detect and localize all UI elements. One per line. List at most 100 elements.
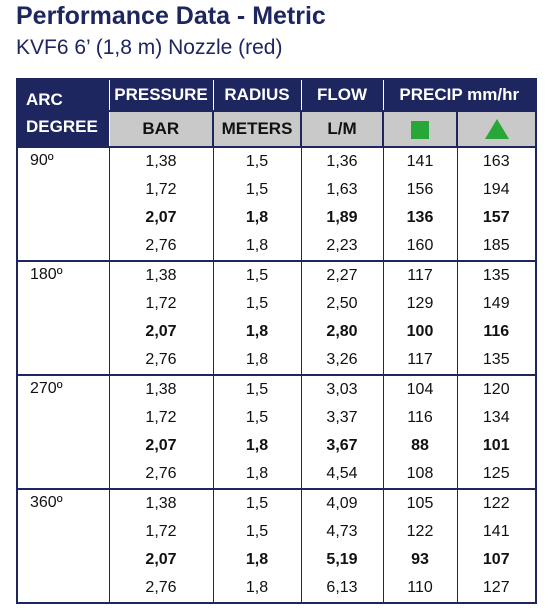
data-cell: 149: [456, 290, 537, 318]
data-cell: 2,07: [108, 204, 213, 232]
data-cell: 1,38: [108, 260, 213, 290]
data-row: 1,72 1,5 4,73 122 141: [17, 518, 537, 546]
data-cell: 108: [382, 460, 457, 489]
data-cell: 1,8: [212, 232, 301, 261]
triangle-header: [456, 110, 538, 148]
column-header: FLOW: [300, 78, 384, 112]
data-cell: 1,5: [212, 374, 301, 404]
arc-cell: 270º: [16, 374, 109, 489]
column-header: RADIUS: [212, 78, 302, 112]
data-cell: 125: [456, 460, 537, 489]
data-cell: 194: [456, 176, 537, 204]
data-row: 2,07 1,8 3,67 88 101: [17, 432, 537, 460]
title: Performance Data - Metric: [16, 2, 326, 30]
data-row: 1,72 1,5 1,63 156 194: [17, 176, 537, 204]
arc-cell: 90º: [16, 146, 109, 261]
data-row: 360º 1,38 1,5 4,09 105 122: [16, 488, 537, 603]
data-cell: 3,67: [300, 432, 383, 460]
data-cell: 1,72: [108, 176, 213, 204]
data-cell: 2,07: [108, 318, 213, 346]
data-cell: 2,07: [108, 432, 213, 460]
data-cell: 1,72: [108, 290, 213, 318]
data-cell: 185: [456, 232, 537, 261]
data-cell: 100: [382, 318, 457, 346]
data-cell: 136: [382, 204, 457, 232]
square-header: [382, 110, 458, 148]
column-header: PRESSURE: [108, 78, 214, 112]
arc-cell: 180º: [16, 260, 109, 375]
unit-header: METERS: [212, 110, 302, 148]
data-cell: 1,38: [108, 488, 213, 518]
unit-header: L/M: [300, 110, 384, 148]
data-cell: 6,13: [300, 574, 383, 603]
data-cell: 1,72: [108, 404, 213, 432]
data-cell: 1,38: [108, 374, 213, 404]
arc-label: ARC: [26, 90, 63, 109]
data-cell: 122: [456, 488, 537, 518]
data-row: 2,07 1,8 1,89 136 157: [17, 204, 537, 232]
data-cell: 141: [456, 518, 537, 546]
data-cell: 1,8: [212, 546, 301, 574]
data-cell: 141: [382, 146, 457, 176]
unit-header: BAR: [108, 110, 214, 148]
data-cell: 1,5: [212, 146, 301, 176]
data-cell: 1,8: [212, 318, 301, 346]
unit-row: BAR METERS L/M: [17, 110, 538, 148]
data-cell: 3,37: [300, 404, 383, 432]
arc-cell: 360º: [16, 488, 109, 603]
data-cell: 2,27: [300, 260, 383, 290]
data-cell: 3,03: [300, 374, 383, 404]
data-cell: 157: [456, 204, 537, 232]
data-cell: 1,5: [212, 260, 301, 290]
data-cell: 4,09: [300, 488, 383, 518]
data-cell: 88: [382, 432, 457, 460]
data-cell: 1,72: [108, 518, 213, 546]
header-row: ARC DEGREE PRESSURE RADIUS FLOW PRECIP mm…: [16, 78, 537, 148]
data-row: 2,76 1,8 3,26 117 135: [17, 346, 537, 375]
data-row: 2,07 1,8 2,80 100 116: [17, 318, 537, 346]
data-row: 2,76 1,8 4,54 108 125: [17, 460, 537, 489]
data-cell: 107: [456, 546, 537, 574]
data-row: 1,72 1,5 2,50 129 149: [17, 290, 537, 318]
data-cell: 2,50: [300, 290, 383, 318]
data-cell: 129: [382, 290, 457, 318]
data-cell: 2,76: [108, 346, 213, 375]
data-cell: 101: [456, 432, 537, 460]
data-cell: 4,73: [300, 518, 383, 546]
data-cell: 160: [382, 232, 457, 261]
data-cell: 163: [456, 146, 537, 176]
data-cell: 1,5: [212, 290, 301, 318]
data-cell: 116: [456, 318, 537, 346]
data-cell: 1,8: [212, 460, 301, 489]
performance-table: ARC DEGREE PRESSURE RADIUS FLOW PRECIP mm…: [16, 78, 538, 604]
data-cell: 134: [456, 404, 537, 432]
data-cell: 1,8: [212, 204, 301, 232]
data-cell: 116: [382, 404, 457, 432]
data-cell: 117: [382, 260, 457, 290]
data-cell: 1,5: [212, 488, 301, 518]
data-cell: 1,5: [212, 176, 301, 204]
data-cell: 1,36: [300, 146, 383, 176]
data-row: 2,76 1,8 2,23 160 185: [17, 232, 537, 261]
data-cell: 127: [456, 574, 537, 603]
data-cell: 1,89: [300, 204, 383, 232]
arc-header: ARC DEGREE: [16, 78, 110, 148]
data-cell: 105: [382, 488, 457, 518]
data-cell: 93: [382, 546, 457, 574]
triangle-icon: [484, 119, 509, 140]
data-row: 180º 1,38 1,5 2,27 117 135: [16, 260, 537, 375]
data-cell: 3,26: [300, 346, 383, 375]
data-cell: 1,8: [212, 432, 301, 460]
data-cell: 135: [456, 260, 537, 290]
data-cell: 2,76: [108, 460, 213, 489]
data-row: 270º 1,38 1,5 3,03 104 120: [16, 374, 537, 489]
data-cell: 1,8: [212, 574, 301, 603]
data-cell: 117: [382, 346, 457, 375]
data-row: 1,72 1,5 3,37 116 134: [17, 404, 537, 432]
column-header: PRECIP mm/hr: [382, 78, 537, 112]
data-cell: 1,38: [108, 146, 213, 176]
data-row: 2,76 1,8 6,13 110 127: [17, 574, 537, 603]
data-cell: 104: [382, 374, 457, 404]
table-body: 90º 1,38 1,5 1,36 141 163 1,72 1,5 1,63 156 194 2,0…: [16, 146, 537, 603]
